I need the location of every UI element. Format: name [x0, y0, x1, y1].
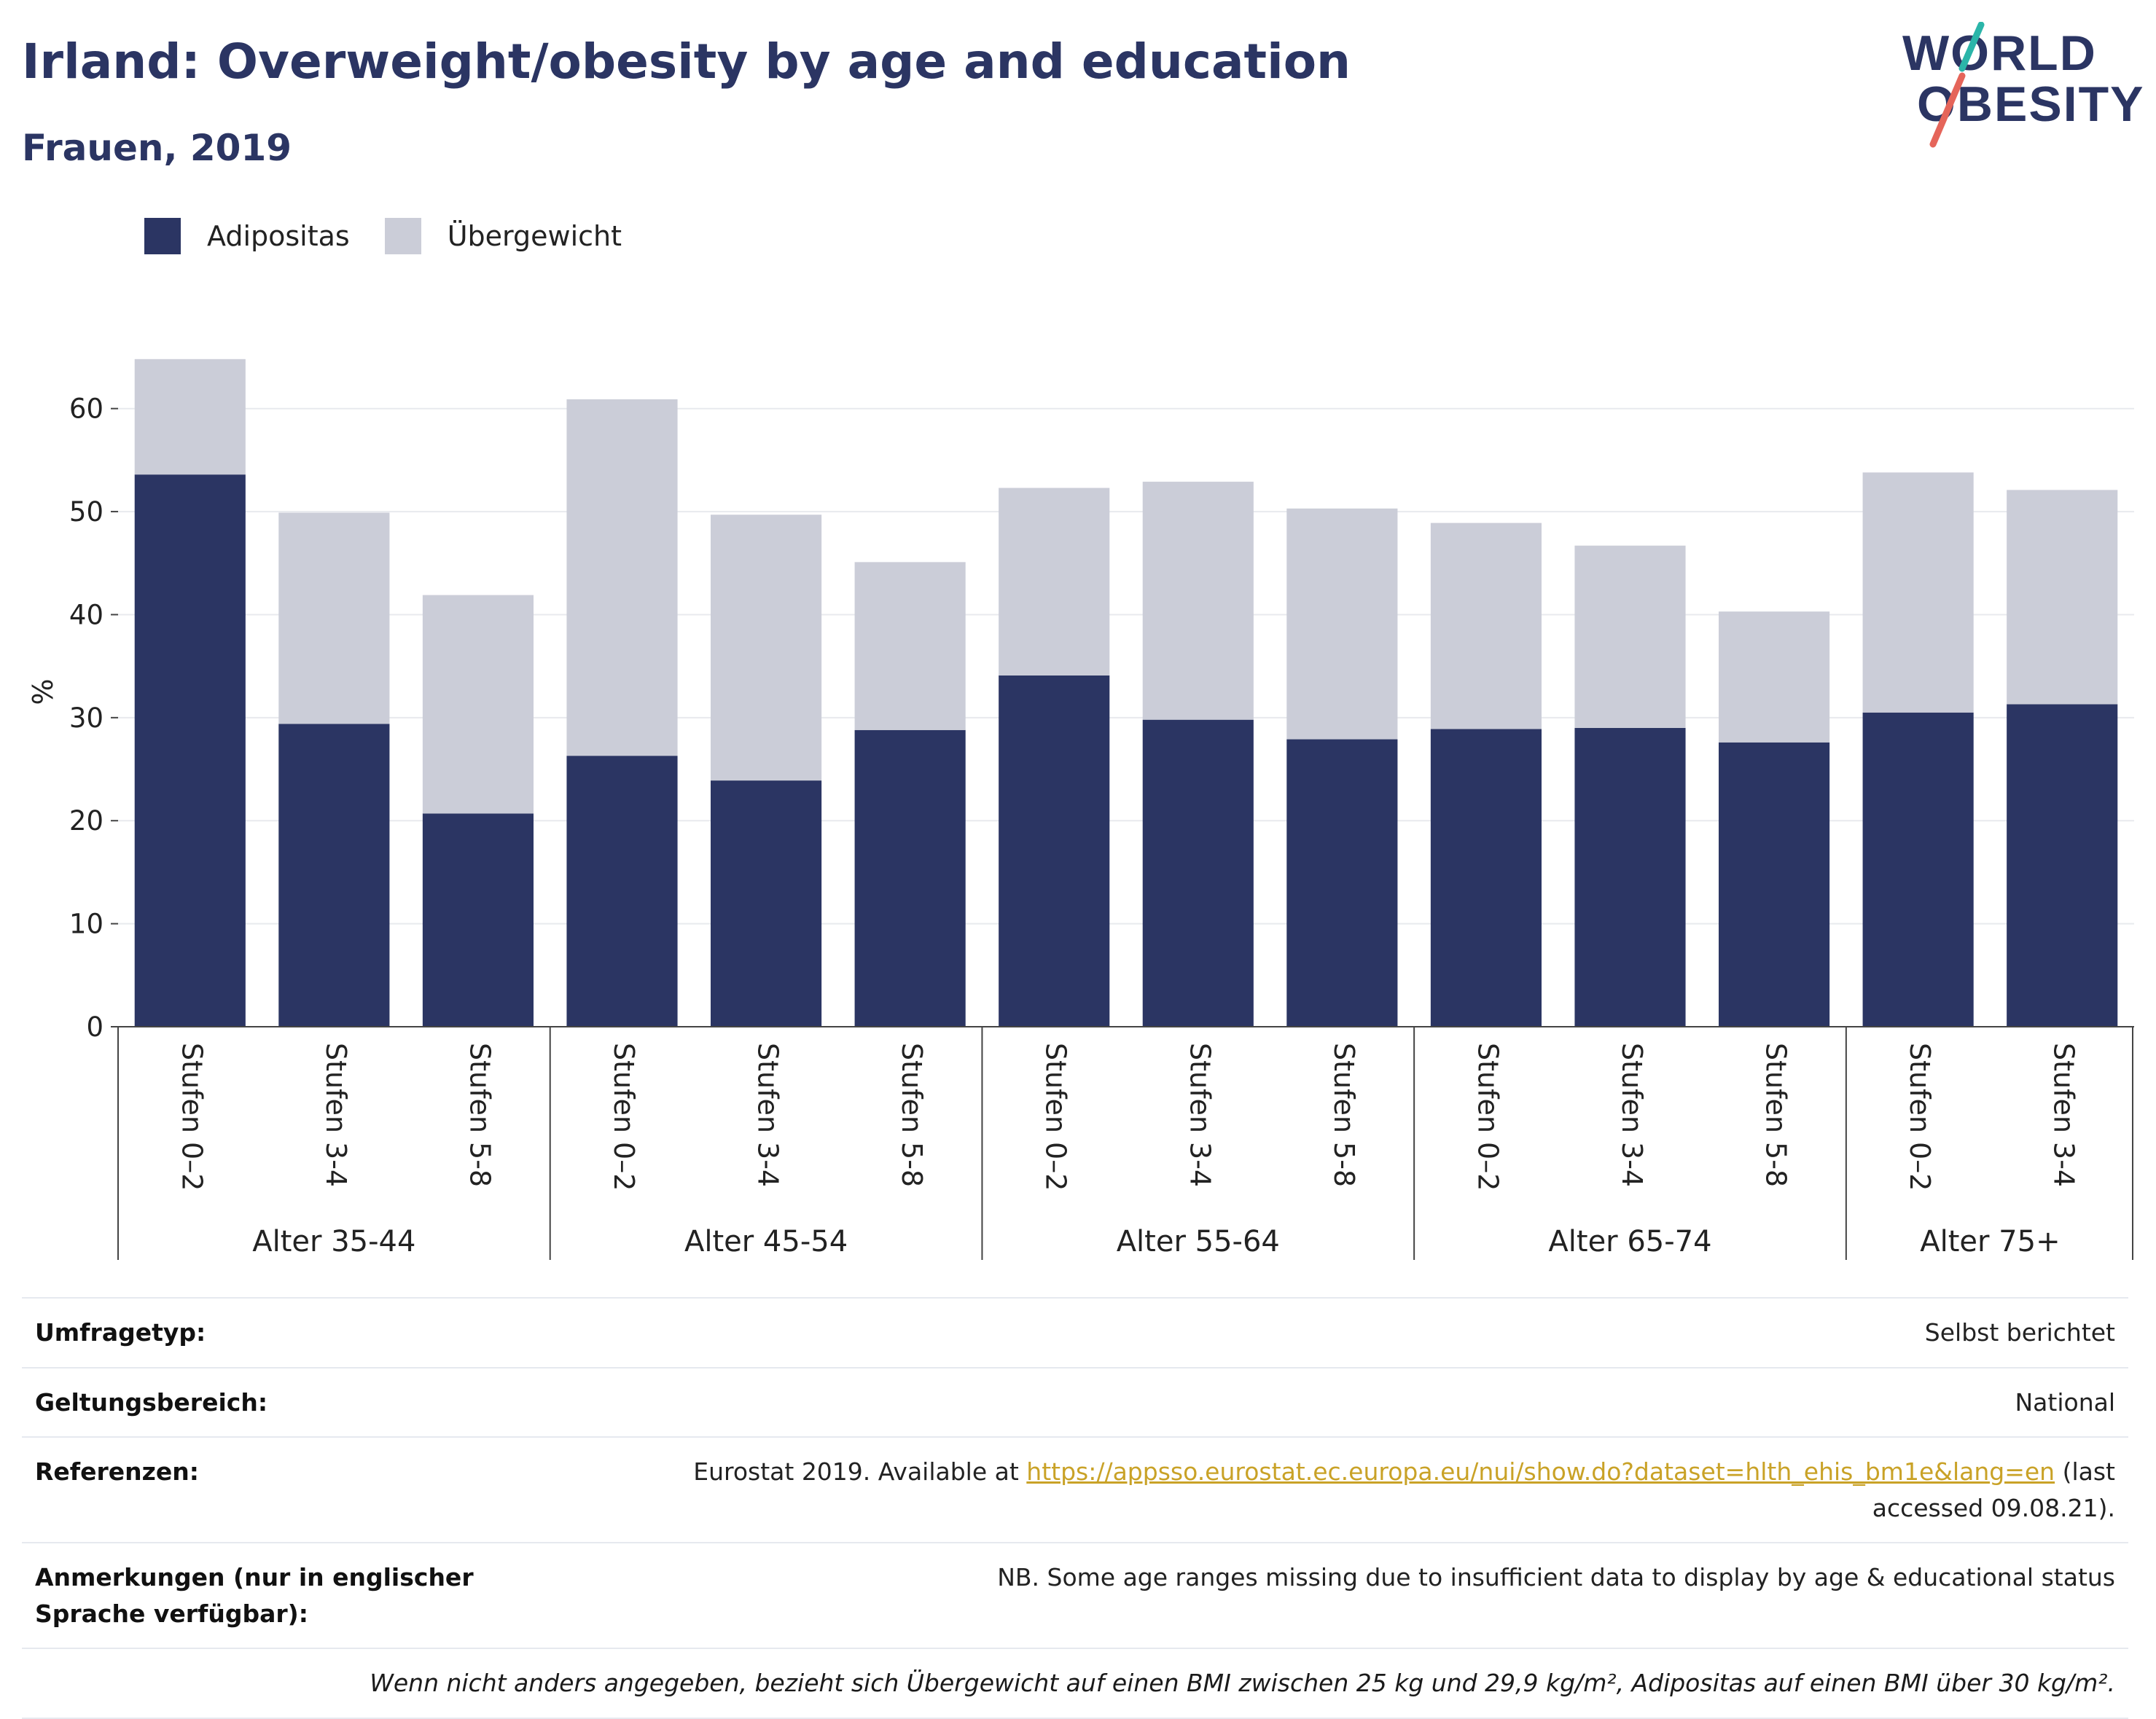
info-row-references: Referenzen: Eurostat 2019. Available at …: [22, 1436, 2128, 1543]
x-tick-label: Stufen 3-4: [2048, 1043, 2080, 1187]
group-label: Alter 65-74: [1548, 1225, 1711, 1258]
x-tick-label: Stufen 3-4: [320, 1043, 352, 1187]
bar-overweight: [1862, 472, 1974, 713]
bar-overweight: [999, 487, 1110, 676]
group-label: Alter 55-64: [1117, 1225, 1280, 1258]
y-tick-label: 30: [69, 702, 103, 734]
bar-obesity: [1430, 729, 1542, 1027]
bar-overweight: [566, 399, 678, 756]
bar-overweight: [278, 512, 390, 724]
bar-overweight: [422, 595, 534, 814]
bar-overweight: [1142, 482, 1254, 720]
info-label: Anmerkungen (nur in englischer Sprache v…: [22, 1542, 573, 1649]
reference-text: Eurostat 2019. Available at: [693, 1457, 1027, 1486]
legend-label-overweight: Übergewicht: [447, 220, 622, 252]
info-table: Umfragetyp: Selbst berichtet Geltungsber…: [22, 1297, 2128, 1719]
bar-obesity: [711, 780, 822, 1027]
group-label: Alter 75+: [1920, 1225, 2060, 1258]
bar-obesity: [1286, 739, 1398, 1027]
info-row-notes: Anmerkungen (nur in englischer Sprache v…: [22, 1542, 2128, 1649]
info-row-survey-type: Umfragetyp: Selbst berichtet: [22, 1297, 2128, 1368]
y-tick-label: 50: [69, 496, 103, 528]
page-title: Irland: Overweight/obesity by age and ed…: [22, 34, 1351, 90]
info-label: Geltungsbereich:: [22, 1366, 573, 1438]
x-tick-label: Stufen 5-8: [464, 1043, 496, 1187]
legend-swatch-overweight: [384, 218, 421, 254]
stacked-bar-chart: 0 10 20 30 40 50 60% Stufen 0–2 Stufen 3-4 Stufen…: [27, 359, 2134, 1260]
bar-obesity: [566, 756, 678, 1027]
bar-obesity: [134, 474, 246, 1027]
bar-overweight: [711, 514, 822, 781]
bar-obesity: [422, 813, 534, 1027]
x-tick-label: Stufen 5-8: [1328, 1043, 1360, 1187]
page-subtitle: Frauen, 2019: [22, 127, 292, 169]
info-value: National: [573, 1366, 2128, 1438]
info-value: Selbst berichtet: [573, 1297, 2128, 1368]
world-obesity-logo: WORLD OBESITY: [1902, 22, 2143, 148]
logo-word-world: WORLD: [1902, 26, 2097, 81]
bar-overweight: [1286, 508, 1398, 740]
legend-swatch-obesity: [144, 218, 181, 254]
bar-obesity: [1142, 719, 1254, 1027]
info-row-footnote: Wenn nicht anders angegeben, bezieht sic…: [22, 1648, 2128, 1719]
group-label: Alter 35-44: [252, 1225, 415, 1258]
x-tick-label: Stufen 0–2: [1472, 1043, 1504, 1191]
info-row-coverage: Geltungsbereich: National: [22, 1366, 2128, 1438]
x-tick-label: Stufen 0–2: [176, 1043, 208, 1191]
info-value: Eurostat 2019. Available at https://apps…: [573, 1436, 2128, 1543]
chart-legend: Adipositas Übergewicht: [144, 217, 657, 255]
group-label: Alter 45-54: [684, 1225, 848, 1258]
logo-slash-red: [1929, 72, 1966, 148]
y-tick-label: 40: [69, 599, 103, 630]
bar-overweight: [1574, 545, 1686, 728]
x-tick-label: Stufen 3-4: [1184, 1043, 1216, 1187]
legend-label-obesity: Adipositas: [207, 220, 350, 252]
x-tick-label: Stufen 5-8: [896, 1043, 928, 1187]
x-tick-label: Stufen 5-8: [1760, 1043, 1792, 1187]
logo-slash-teal: [1958, 22, 1985, 72]
y-tick-label: 0: [86, 1011, 103, 1043]
bar-obesity: [1719, 742, 1830, 1027]
x-tick-label: Stufen 0–2: [1040, 1043, 1072, 1191]
reference-accessed: (last accessed 09.08.21).: [1872, 1457, 2115, 1522]
bar-obesity: [999, 675, 1110, 1027]
y-axis-label: %: [27, 678, 59, 705]
y-tick-label: 10: [69, 909, 103, 940]
y-tick-label: 20: [69, 805, 103, 837]
bar-overweight: [1719, 611, 1830, 743]
bar-obesity: [1574, 727, 1686, 1027]
bar-obesity: [2007, 704, 2118, 1027]
x-tick-label: Stufen 0–2: [1904, 1043, 1936, 1191]
legend-item-obesity[interactable]: Adipositas: [144, 218, 350, 254]
bar-overweight: [134, 359, 246, 475]
x-tick-label: Stufen 0–2: [608, 1043, 640, 1191]
legend-item-overweight[interactable]: Übergewicht: [384, 218, 622, 254]
x-tick-label: Stufen 3-4: [1616, 1043, 1648, 1187]
y-tick-label: 60: [69, 393, 103, 425]
bar-obesity: [278, 724, 390, 1027]
bar-overweight: [2007, 490, 2118, 705]
reference-link[interactable]: https://appsso.eurostat.ec.europa.eu/nui…: [1026, 1457, 2055, 1486]
bar-overweight: [854, 562, 966, 730]
info-value: NB. Some age ranges missing due to insuf…: [573, 1542, 2128, 1649]
x-tick-label: Stufen 3-4: [752, 1043, 784, 1187]
footnote: Wenn nicht anders angegeben, bezieht sic…: [22, 1648, 2128, 1719]
bar-obesity: [854, 729, 966, 1027]
bar-obesity: [1862, 712, 1974, 1027]
info-label: Referenzen:: [22, 1436, 573, 1543]
info-label: Umfragetyp:: [22, 1297, 573, 1368]
bar-overweight: [1430, 522, 1542, 729]
